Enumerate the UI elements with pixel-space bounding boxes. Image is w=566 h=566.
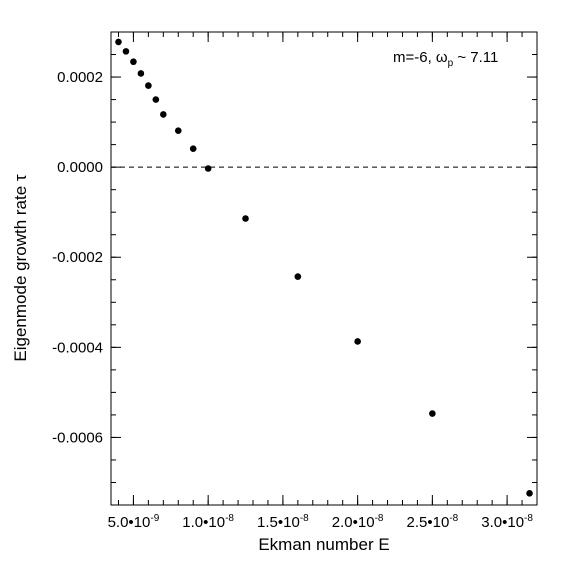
y-tick-label: 0.0002 xyxy=(57,69,103,86)
x-tick-label: 2.5•10-8 xyxy=(407,513,459,531)
y-axis-title: Eigenmode growth rate τ xyxy=(11,174,30,361)
data-point xyxy=(145,82,152,89)
data-point xyxy=(294,273,302,280)
minor-ticks xyxy=(111,31,538,506)
x-tick-label: 5.0•10-9 xyxy=(108,513,160,531)
data-point xyxy=(160,111,167,118)
plot-frame xyxy=(110,31,538,506)
data-point xyxy=(429,410,436,417)
data-point xyxy=(115,38,122,46)
data-point xyxy=(354,338,361,345)
data-point xyxy=(174,127,182,134)
data-point xyxy=(242,215,249,222)
x-tick-label: 2.0•10-8 xyxy=(332,513,384,531)
y-tick-label: -0.0004 xyxy=(52,339,103,356)
x-axis-title: Ekman number E xyxy=(258,535,389,554)
y-tick-label: 0.0000 xyxy=(57,159,103,176)
y-tick-label: -0.0006 xyxy=(52,429,103,446)
data-point xyxy=(130,58,137,66)
x-tick-labels: 5.0•10-9 1.0•10-8 1.5•10-8 2.0•10-8 2.5•10-8… xyxy=(108,513,534,531)
major-ticks xyxy=(111,32,537,505)
annotation-label: m=-6, ωp ~ 7.11 xyxy=(393,49,498,69)
data-point xyxy=(152,96,160,103)
x-tick-label: 1.0•10-8 xyxy=(182,513,234,531)
data-point xyxy=(204,165,212,172)
data-point xyxy=(526,489,533,497)
data-point xyxy=(189,145,197,152)
y-tick-labels: 0.0002 0.0000 -0.0002 -0.0004 -0.0006 xyxy=(52,69,103,446)
x-tick-label: 1.5•10-8 xyxy=(257,513,309,531)
data-points xyxy=(115,38,533,497)
x-tick-label: 3.0•10-8 xyxy=(481,513,533,531)
data-point xyxy=(137,70,145,77)
y-tick-label: -0.0002 xyxy=(52,249,103,266)
data-point xyxy=(122,48,130,55)
